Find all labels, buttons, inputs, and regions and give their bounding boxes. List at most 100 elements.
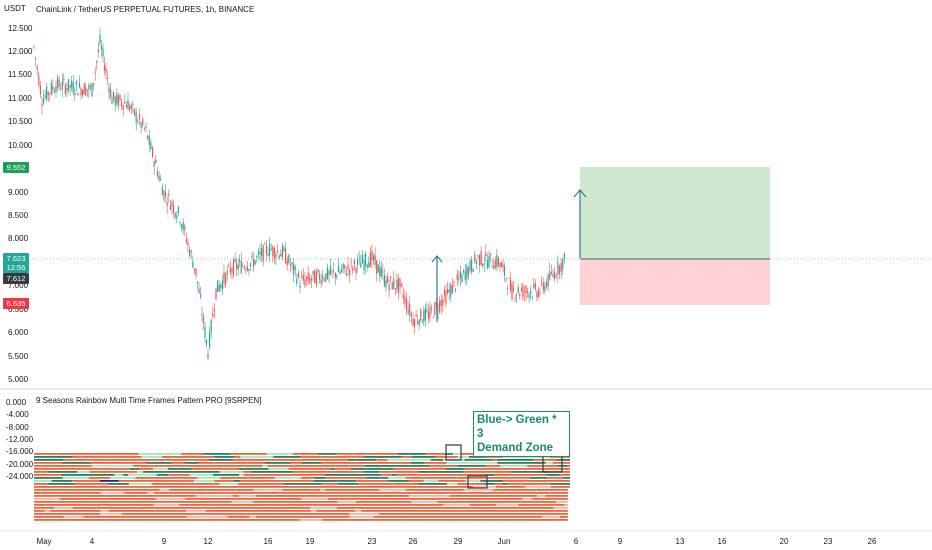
price-tick-label: 10.500 [8,117,33,127]
indicator-band-segment [551,501,557,503]
indicator-band-segment [110,477,136,479]
candle-body [522,285,524,298]
indicator-band-segment [325,477,342,479]
candle-body [69,85,71,88]
indicator-band-segment [47,471,53,473]
candle-body [210,320,212,332]
candle-body [376,260,378,274]
candle-body [184,226,186,231]
candle-body [383,275,386,286]
indicator-band-segment [253,486,281,488]
indicator-title[interactable]: 9 Seasons Rainbow Multi Time Frames Patt… [36,396,262,405]
candle-body [56,77,59,88]
indicator-band-segment [34,495,63,497]
candle-body [114,97,116,106]
candle-body [82,90,84,96]
indicator-band-segment [328,456,352,458]
candle-body [36,66,38,70]
indicator-band-segment [101,468,131,470]
indicator-tick-label: -12.000 [6,434,34,444]
time-tick-label: 16 [263,537,273,546]
indicator-band-segment [257,507,281,509]
indicator-band-segment [381,477,388,479]
indicator-band-segment [556,519,568,521]
indicator-band-segment [121,513,135,515]
indicator-band-segment [38,462,62,464]
indicator-band-segment [564,495,568,497]
indicator-band-segment [467,492,486,494]
indicator-band-segment [235,498,251,500]
candle-body [547,274,549,287]
indicator-band-segment [428,510,459,512]
candle-body [207,353,209,359]
price-tick-label: 11.000 [8,93,32,103]
indicator-band-segment [550,510,568,512]
indicator-band-segment [430,459,444,461]
indicator-band-segment [63,501,93,503]
indicator-band-segment [110,465,134,467]
indicator-band-segment [83,504,113,506]
candle-body [503,265,506,276]
indicator-band-segment [510,471,532,473]
indicator-band-segment [50,510,74,512]
candle-body [386,275,389,283]
indicator-band-segment [236,462,247,464]
indicator-band-segment [156,474,169,476]
indicator-band-segment [514,489,524,491]
indicator-band-segment [91,459,106,461]
indicator-band-segment [293,465,318,467]
indicator-band-segment [527,465,532,467]
candle-body [467,267,469,276]
candle-body [516,294,518,296]
candle-body [145,126,147,128]
annotation-line-2: Demand Zone [477,442,554,454]
candle-body [368,262,370,268]
indicator-band-segment [125,519,156,521]
indicator-band-segment [485,474,495,476]
candle-body [333,269,335,271]
candle-body [201,313,203,316]
candle-body [147,135,149,140]
candle-body [345,273,347,276]
indicator-band-segment [245,459,265,461]
candle-body [512,288,515,291]
candle-body [111,98,113,104]
candle-body [552,274,554,277]
indicator-band-segment [456,474,486,476]
candle-body [80,88,82,96]
indicator-band-segment [409,504,418,506]
candle-body [88,85,90,90]
symbol-title[interactable]: ChainLink / TetherUS PERPETUAL FUTURES, … [36,5,255,14]
candle-body [251,255,253,258]
candle-body [393,278,395,289]
indicator-band-segment [556,501,568,503]
indicator-band-segment [34,453,47,455]
indicator-band-segment [435,456,458,458]
indicator-band-segment [322,519,348,521]
candle-body [204,327,206,338]
indicator-band-segment [472,516,489,518]
indicator-band-segment [92,501,117,503]
indicator-band-segment [335,465,350,467]
indicator-band-segment [227,516,237,518]
indicator-band-segment [490,492,507,494]
candle-body [397,278,400,293]
indicator-band-segment [446,474,457,476]
indicator-band-segment [525,462,546,464]
candle-body [212,313,214,318]
indicator-band-segment [356,480,371,482]
indicator-band-segment [192,489,212,491]
candle-body [526,291,529,293]
indicator-band-segment [329,504,343,506]
indicator-band-segment [100,492,125,494]
indicator-band-segment [524,486,551,488]
indicator-band-segment [398,504,403,506]
indicator-band-segment [373,492,385,494]
candle-body [64,85,66,94]
candle-body [337,265,340,273]
candle-body [89,85,92,88]
indicator-band-segment [86,483,109,485]
candle-body [148,135,150,145]
indicator-band-segment [110,486,116,488]
